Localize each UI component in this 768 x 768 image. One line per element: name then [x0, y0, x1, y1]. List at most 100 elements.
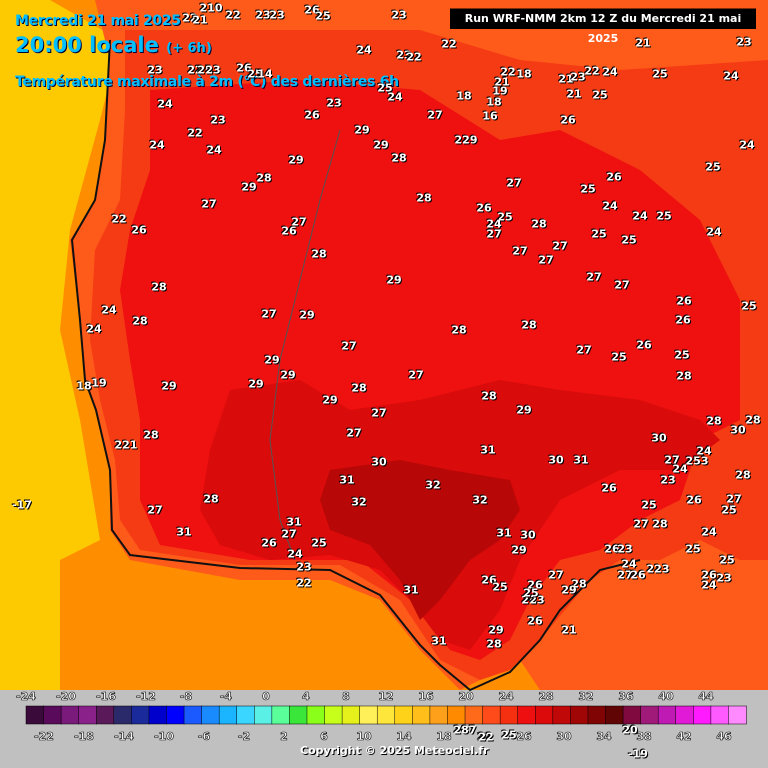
temperature-value: 29 [354, 123, 370, 137]
legend-tick-label: 46 [716, 730, 732, 743]
temperature-value: 25 [641, 498, 657, 512]
temperature-value: 24 [86, 322, 102, 336]
legend-tick-label: 0 [262, 690, 270, 703]
temperature-value: 25 [492, 580, 508, 594]
temperature-value: 210 [199, 1, 223, 15]
temperature-value: 24 [206, 143, 222, 157]
temperature-value: 18 [486, 95, 502, 109]
temperature-value: 32 [425, 478, 441, 492]
legend-swatch [324, 705, 343, 725]
temperature-value: 28 [735, 468, 751, 482]
temperature-value: 26 [281, 224, 297, 238]
temperature-value: 24 [521, 593, 537, 607]
temperature-value: 30 [520, 528, 536, 542]
legend-swatch [359, 705, 378, 725]
temperature-value: 26 [481, 573, 497, 587]
temperature-value: 23 [617, 542, 633, 556]
temperature-value: 21 [494, 75, 510, 89]
border-line [269, 129, 341, 561]
temperature-value: 28 [571, 577, 587, 591]
temperature-value: 24 [723, 69, 739, 83]
legend-tick-label: -12 [136, 690, 156, 703]
temperature-value: 24 [621, 557, 637, 571]
temperature-value: 29 [561, 583, 577, 597]
temperature-value: 26 [701, 568, 717, 582]
legend-swatch [78, 705, 97, 725]
temperature-value: 223 [646, 562, 670, 576]
temperature-value: 25 [721, 503, 737, 517]
temperature-value: 30 [371, 455, 387, 469]
legend-tick-label: -18 [74, 730, 94, 743]
temperature-value: 24 [486, 217, 502, 231]
temperature-value: 29 [386, 273, 402, 287]
temperature-value: 25 [377, 81, 393, 95]
temperature-value: 26 [560, 113, 576, 127]
legend-bottom-labels: -22 -18 -14 -10 -6 -2 2 6 10 14 18 22 26 30 34 38 42 46 [34, 730, 733, 744]
legend-swatch [728, 705, 747, 725]
temperature-value: 21 [192, 13, 208, 27]
temperature-value: 28 [451, 323, 467, 337]
temperature-value: 27 [614, 278, 630, 292]
legend-swatch [622, 705, 642, 725]
temperature-value: 28 [151, 280, 167, 294]
temperature-value: 26 [131, 223, 147, 237]
legend-swatch [183, 705, 203, 725]
legend-swatches [25, 705, 747, 725]
temperature-value: 28 [745, 413, 761, 427]
temperature-value: 25 [580, 182, 596, 196]
legend-tick-label: -20 [56, 690, 76, 703]
legend-swatch [341, 705, 361, 725]
legend-swatch [429, 705, 449, 725]
legend-tick-label: 18 [436, 730, 451, 743]
legend-tick-label: 22 [476, 730, 491, 743]
temperature-value: 25 [315, 9, 331, 23]
temperature-value: 287 [453, 723, 477, 737]
legend-tick-label: 44 [698, 690, 714, 703]
temperature-value: 30 [651, 431, 667, 445]
temperature-value: 27 [548, 568, 564, 582]
legend-swatch [552, 705, 572, 725]
temperature-value: -19 [628, 747, 648, 761]
legend-tick-label: 16 [418, 690, 434, 703]
temperature-value: 27 [371, 406, 387, 420]
time-label: 20:00 locale (+ 6h) [15, 33, 212, 57]
temperature-value: 26 [636, 338, 652, 352]
temperature-value: 24 [696, 444, 712, 458]
temperature-value: 28 [203, 492, 219, 506]
temperature-value: 30 [548, 453, 564, 467]
temperature-value: 25 [501, 728, 517, 742]
temperature-value: 22 [406, 50, 422, 64]
temperature-value: 25 [497, 210, 513, 224]
legend-swatch [306, 705, 326, 725]
legend-swatch [710, 705, 730, 725]
legend-tick-label: 26 [516, 730, 532, 743]
temperature-value: 27 [486, 227, 502, 241]
legend-tick-label: 42 [676, 730, 691, 743]
temperature-value: 29 [288, 153, 304, 167]
legend-tick-label: -6 [198, 730, 211, 743]
temperature-value: 25 [311, 536, 327, 550]
offset-text: (+ 6h) [166, 41, 212, 56]
legend-tick-label: -14 [114, 730, 134, 743]
temperature-value: 26 [675, 313, 691, 327]
temperature-value: 28 [481, 389, 497, 403]
temperature-value: 28 [256, 171, 272, 185]
temperature-value: 28 [521, 318, 537, 332]
temperature-value: 22 [584, 64, 600, 78]
temperature-value: 27 [408, 368, 424, 382]
temperature-value: 27 [506, 176, 522, 190]
temperature-value: 24 [701, 525, 717, 539]
temperature-value: 29 [516, 403, 532, 417]
temperature-value: 22 [500, 65, 516, 79]
temperature-value: 22 [187, 63, 203, 77]
legend-swatch [640, 705, 659, 725]
legend-swatch [43, 705, 62, 725]
temperature-value: 21 [558, 72, 574, 86]
legend-swatch [587, 705, 607, 725]
legend-swatch [60, 705, 80, 725]
legend-swatch [113, 705, 133, 725]
legend-swatch [236, 705, 256, 725]
temperature-value: 22 [187, 126, 203, 140]
legend-tick-label: -24 [16, 690, 36, 703]
legend-swatch [201, 705, 220, 725]
